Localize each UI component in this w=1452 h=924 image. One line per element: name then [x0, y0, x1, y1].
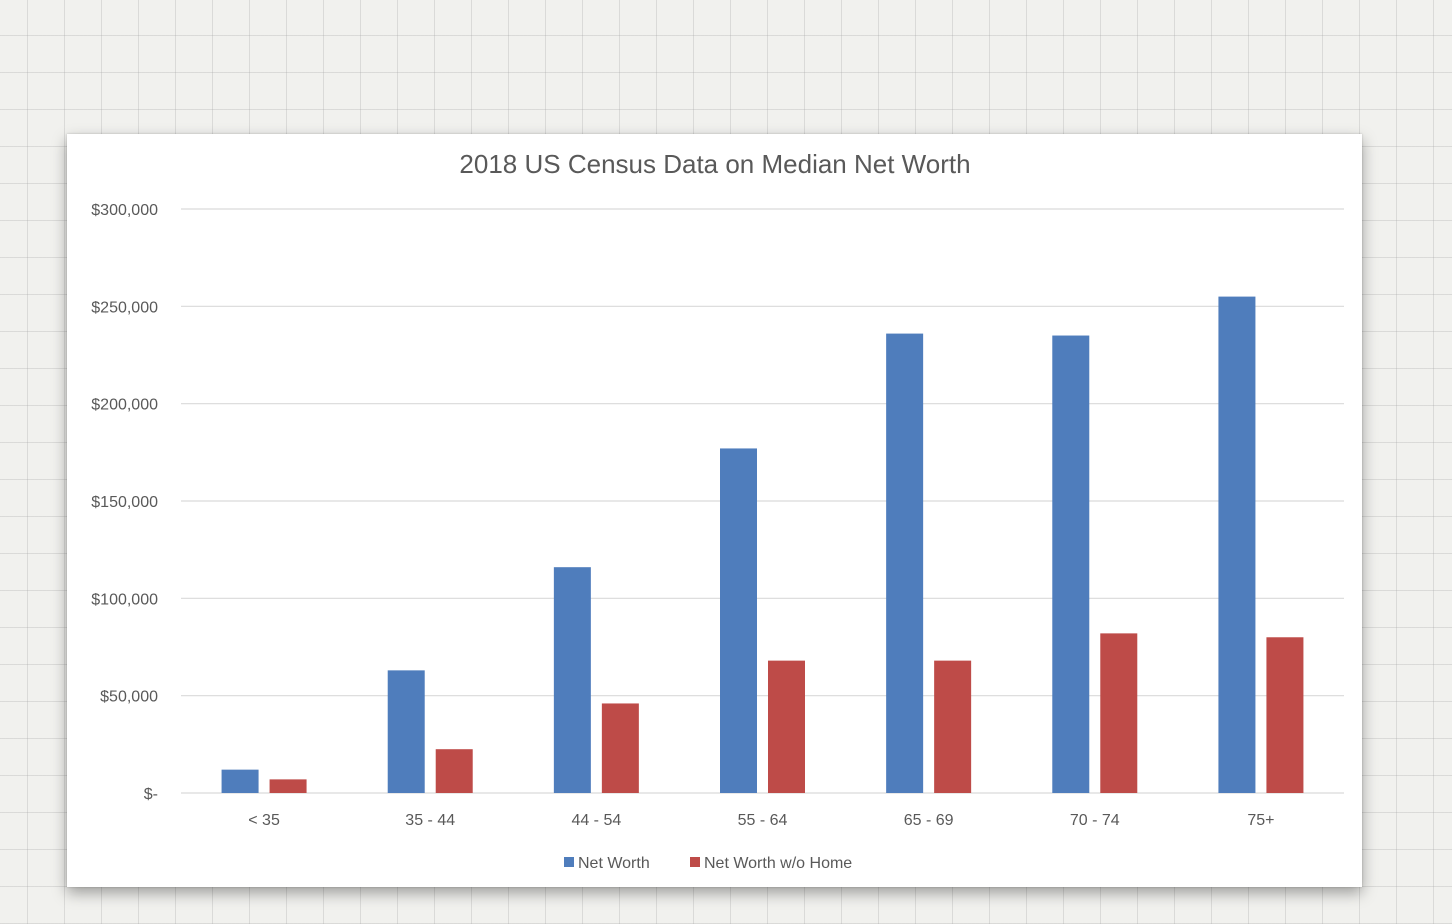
- legend-swatch: [564, 857, 574, 867]
- bar-net-worth-wo-home: [269, 779, 307, 793]
- y-tick-label: $300,000: [91, 202, 158, 219]
- x-tick-label: < 35: [248, 812, 280, 829]
- bar-chart: 2018 US Census Data on Median Net Worth …: [91, 149, 1344, 872]
- y-tick-label: $200,000: [91, 397, 158, 414]
- chart-title: 2018 US Census Data on Median Net Worth: [459, 149, 970, 179]
- legend-label: Net Worth w/o Home: [704, 855, 852, 872]
- legend-label: Net Worth: [578, 855, 650, 872]
- bar-net-worth-wo-home: [1100, 633, 1138, 793]
- x-tick-label: 75+: [1247, 812, 1274, 829]
- bar-net-worth: [553, 567, 591, 793]
- bar-net-worth: [886, 333, 924, 793]
- x-tick-label: 35 - 44: [405, 812, 455, 829]
- bar-net-worth-wo-home: [435, 749, 473, 793]
- y-axis-ticks: $- $50,000 $100,000 $150,000 $200,000 $250,00…: [91, 202, 158, 803]
- bars: [221, 296, 1304, 793]
- x-tick-label: 44 - 54: [571, 812, 621, 829]
- bar-net-worth: [1218, 296, 1256, 793]
- y-tick-label: $150,000: [91, 494, 158, 511]
- y-tick-label: $250,000: [91, 299, 158, 316]
- bar-net-worth-wo-home: [934, 660, 972, 793]
- bar-net-worth-wo-home: [1266, 637, 1304, 793]
- y-tick-label: $50,000: [100, 689, 158, 706]
- bar-net-worth: [221, 769, 259, 793]
- x-tick-label: 55 - 64: [738, 812, 788, 829]
- bar-net-worth: [720, 448, 757, 793]
- x-axis-ticks: < 35 35 - 44 44 - 54 55 - 64 65 - 69 70 - 74 7…: [248, 812, 1274, 829]
- bar-net-worth-wo-home: [601, 703, 639, 793]
- gridlines: [181, 208, 1344, 794]
- bar-net-worth: [387, 670, 425, 793]
- x-tick-label: 65 - 69: [904, 812, 954, 829]
- legend: Net Worth Net Worth w/o Home: [564, 855, 852, 872]
- bar-net-worth: [1052, 335, 1090, 793]
- x-tick-label: 70 - 74: [1070, 812, 1120, 829]
- y-tick-label: $100,000: [91, 591, 158, 608]
- legend-swatch: [690, 857, 700, 867]
- bar-net-worth-wo-home: [768, 660, 805, 793]
- chart-card: 2018 US Census Data on Median Net Worth …: [67, 134, 1362, 887]
- y-tick-label: $-: [144, 786, 158, 803]
